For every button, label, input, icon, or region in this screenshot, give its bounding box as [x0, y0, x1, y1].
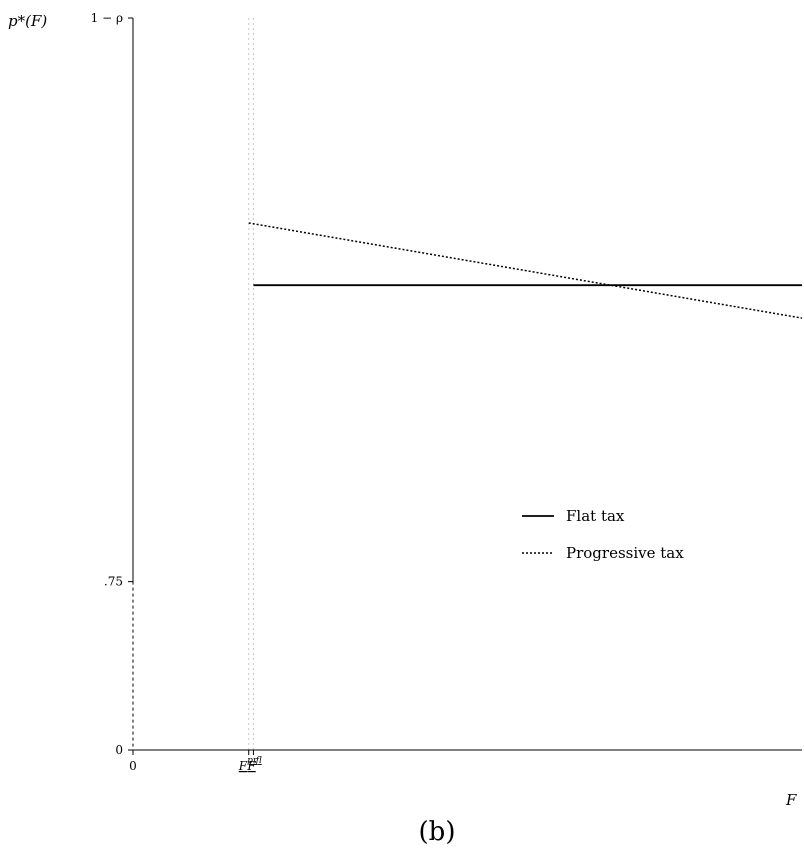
legend-label-flat-tax: Flat tax	[566, 507, 625, 525]
series-lines	[248, 222, 803, 319]
panel-label: (b)	[419, 817, 456, 847]
axes	[132, 18, 802, 751]
x-tick-label-1: Fpr	[238, 756, 258, 773]
legend: Flat tax Progressive tax	[522, 507, 684, 562]
y-tick-label-2: 1 − ρ	[91, 11, 123, 25]
y-tick-label-1: .75	[104, 575, 123, 589]
x-tick-label-0: 0	[129, 759, 137, 773]
reference-lines	[248, 18, 254, 750]
legend-label-progressive-tax: Progressive tax	[566, 544, 684, 562]
y-axis-title: p*(F)	[8, 12, 47, 30]
x-tick-label-2: Ffl	[246, 756, 261, 773]
y-tick-label-0: 0	[115, 743, 123, 757]
series-line-progressive-tax	[248, 222, 803, 319]
x-axis-title: F	[785, 791, 797, 809]
y-ticks: 0 .75 1 − ρ	[91, 11, 133, 757]
